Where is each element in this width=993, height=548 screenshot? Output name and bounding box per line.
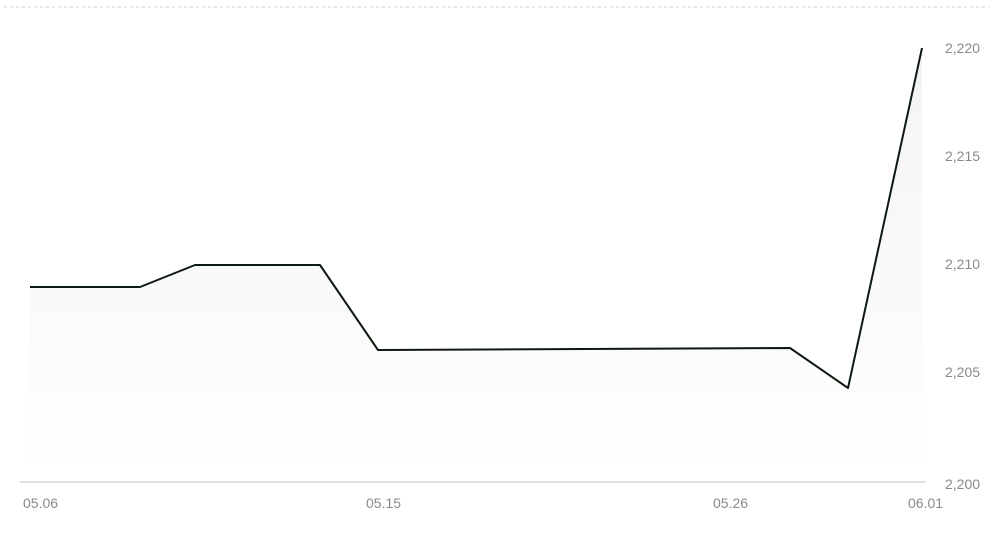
chart-svg (0, 0, 993, 548)
x-tick-label: 05.06 (23, 495, 58, 511)
x-tick-label: 06.01 (908, 495, 943, 511)
x-tick-label: 05.15 (366, 495, 401, 511)
y-tick-label: 2,210 (945, 256, 980, 272)
y-tick-label: 2,215 (945, 148, 980, 164)
y-tick-label: 2,205 (945, 364, 980, 380)
x-tick-label: 05.26 (713, 495, 748, 511)
y-tick-label: 2,220 (945, 40, 980, 56)
y-tick-label: 2,200 (945, 476, 980, 492)
line-chart: 05.06 05.15 05.26 06.01 2,220 2,215 2,210 2,205… (0, 0, 993, 548)
series-area-fill (30, 48, 922, 482)
